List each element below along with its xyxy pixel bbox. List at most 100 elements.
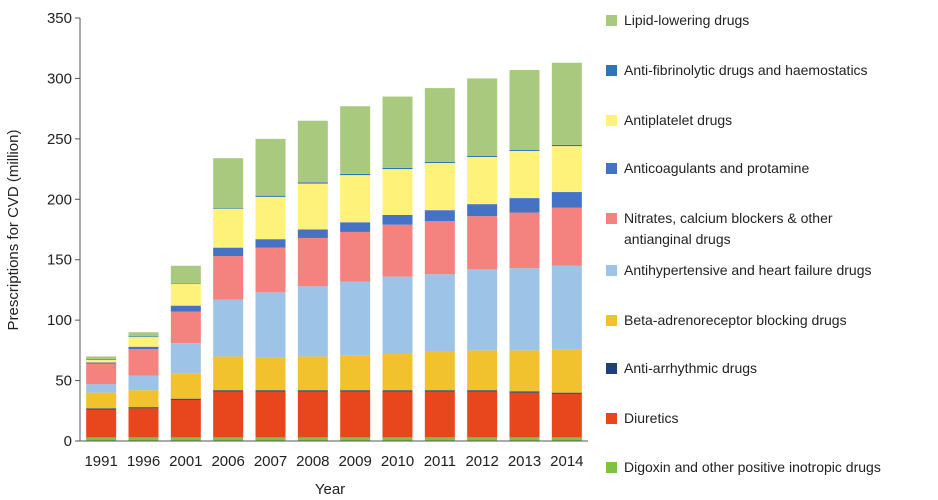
x-tick-label: 2012 — [465, 453, 498, 470]
bar-segment — [128, 346, 159, 350]
bar-segment — [382, 276, 413, 354]
legend-item: Antihypertensive and heart failure drugs — [606, 260, 936, 281]
bar-segment — [424, 161, 455, 164]
x-tick-label: 2008 — [296, 453, 329, 470]
bar-segment — [382, 437, 413, 441]
bar-segment — [170, 398, 201, 400]
bar-segment — [170, 373, 201, 399]
bar-segment — [255, 390, 286, 392]
bar-segment — [340, 437, 371, 441]
legend-swatch — [606, 315, 617, 326]
y-tick-label: 250 — [47, 131, 72, 148]
bar-segment — [467, 437, 498, 441]
bar-segment — [297, 237, 328, 287]
bar-segment — [551, 349, 582, 393]
bar-segment — [128, 337, 159, 347]
x-axis-title: Year — [315, 481, 345, 498]
legend-swatch — [606, 213, 617, 224]
bar-segment — [551, 146, 582, 193]
bar-segment — [509, 149, 540, 151]
bar-segment — [128, 349, 159, 376]
x-tick-label: 2010 — [381, 453, 414, 470]
bar-segment — [509, 268, 540, 351]
bar-segment — [467, 156, 498, 205]
bar-segment — [128, 390, 159, 408]
legend-item: Beta-adrenoreceptor blocking drugs — [606, 310, 936, 331]
bar-segment — [424, 437, 455, 441]
legend-label: Antihypertensive and heart failure drugs — [624, 262, 872, 278]
bar-segment — [340, 390, 371, 392]
bar-segment — [255, 357, 286, 391]
bar-segment — [170, 305, 201, 312]
bar-segment — [340, 281, 371, 356]
legend-label: Antiplatelet drugs — [624, 112, 733, 128]
bar-segment — [509, 391, 540, 393]
bar-segment — [213, 208, 244, 209]
bar-segment — [382, 96, 413, 168]
bar-segment — [382, 391, 413, 438]
bar-segment — [467, 155, 498, 157]
bar-segment — [213, 356, 244, 391]
legend-swatch — [606, 65, 617, 76]
bar-segment — [255, 391, 286, 438]
bar-segment — [86, 360, 117, 363]
y-tick-label: 200 — [47, 191, 72, 208]
bar-segment — [86, 356, 117, 360]
bar-segment — [551, 62, 582, 145]
bar-segment — [382, 390, 413, 392]
bar-segment — [467, 269, 498, 351]
bar-segment — [255, 247, 286, 293]
legend-swatch — [606, 363, 617, 374]
legend-label: Diuretics — [624, 410, 679, 426]
legend-label: Anti-fibrinolytic drugs and haemostatics — [624, 62, 868, 78]
bar-segment — [551, 437, 582, 441]
legend-swatch — [606, 15, 617, 26]
bar-segment — [255, 239, 286, 248]
bar-segment — [382, 224, 413, 277]
legend-swatch — [606, 115, 617, 126]
bar-segment — [424, 390, 455, 392]
bar-segment — [509, 212, 540, 269]
bar-segment — [213, 437, 244, 441]
legend-swatch — [606, 163, 617, 174]
bar-segment — [170, 265, 201, 284]
legend-label: Beta-adrenoreceptor blocking drugs — [624, 312, 847, 328]
bar-segment — [255, 138, 286, 196]
bar-segment — [297, 356, 328, 391]
x-tick-label: 2007 — [254, 453, 287, 470]
bar-segment — [86, 384, 117, 393]
bar-segment — [86, 408, 117, 410]
bar-segment — [170, 437, 201, 441]
bar-segment — [213, 390, 244, 392]
legend-swatch — [606, 413, 617, 424]
bar-segment — [170, 311, 201, 344]
y-tick-label: 0 — [64, 433, 72, 450]
bar-segment — [86, 362, 117, 364]
bar-segment — [170, 283, 201, 306]
bar-segment — [467, 78, 498, 156]
bar-segment — [340, 391, 371, 438]
legend-swatch — [606, 265, 617, 276]
x-tick-label: 1991 — [84, 453, 117, 470]
bar-segment — [297, 391, 328, 438]
bar-segment — [424, 163, 455, 211]
bar-segment — [128, 407, 159, 409]
bar-segment — [213, 256, 244, 300]
bar-segment — [340, 222, 371, 232]
bar-segment — [297, 182, 328, 184]
x-tick-label: 2013 — [508, 453, 541, 470]
bar-segment — [424, 88, 455, 162]
bar-segment — [213, 247, 244, 257]
bar-segment — [86, 392, 117, 409]
bar-segment — [86, 437, 117, 441]
bar-segment — [170, 399, 201, 438]
bar-segment — [551, 392, 582, 394]
bar-segment — [467, 216, 498, 270]
legend-item: Anti-fibrinolytic drugs and haemostatics — [606, 60, 936, 81]
bar-segment — [509, 198, 540, 213]
bar-segment — [170, 343, 201, 374]
bar-segment — [509, 437, 540, 441]
bar-segment — [551, 144, 582, 147]
